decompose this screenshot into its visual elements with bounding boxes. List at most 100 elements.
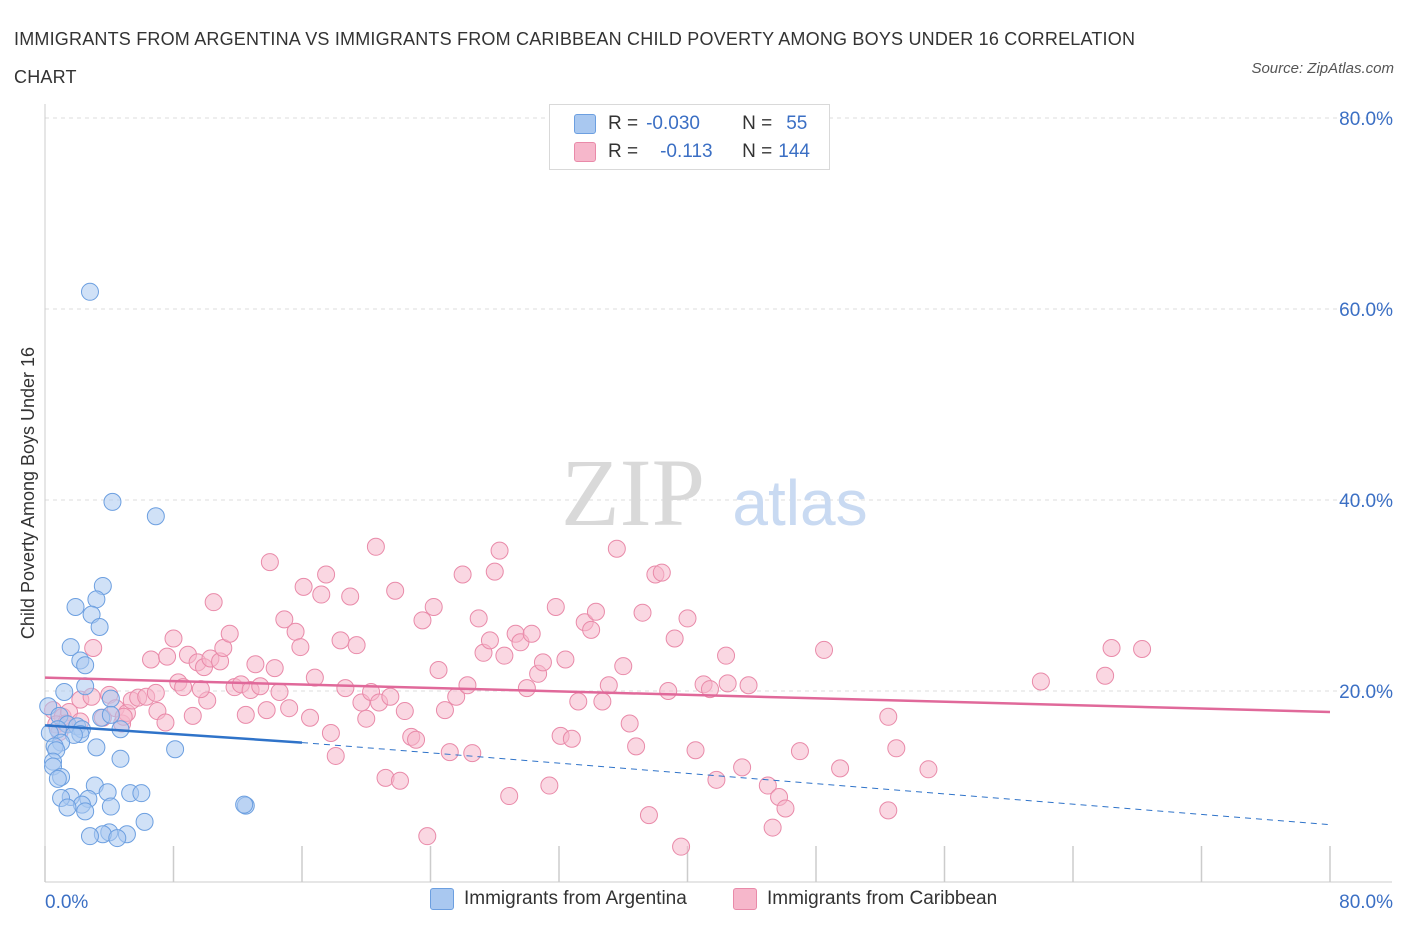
argentina-points xyxy=(39,282,255,848)
caribbean-point xyxy=(291,638,310,657)
caribbean-point xyxy=(357,709,376,728)
caribbean-point xyxy=(386,581,405,600)
caribbean-point xyxy=(1096,666,1115,685)
caribbean-point xyxy=(614,657,633,676)
caribbean-point xyxy=(639,806,658,825)
argentina-point xyxy=(80,282,99,301)
caribbean-point xyxy=(633,603,652,622)
caribbean-point xyxy=(435,701,454,720)
axis-labels: 20.0% 40.0% 60.0% 80.0% 0.0% 80.0% Child Pover… xyxy=(18,109,1393,913)
legend-row-argentina: R = -0.030 N = 55 xyxy=(574,110,807,138)
caribbean-point xyxy=(599,676,618,695)
caribbean-point xyxy=(672,837,691,856)
y-axis-label: Child Poverty Among Boys Under 16 xyxy=(18,347,38,639)
caribbean-point xyxy=(305,668,324,687)
caribbean-point xyxy=(257,701,276,720)
legend-n-value-argentina: 55 xyxy=(786,113,808,134)
argentina-trend-extension xyxy=(301,742,1331,826)
caribbean-point xyxy=(265,659,284,678)
caribbean-point xyxy=(390,771,409,790)
caribbean-legend-swatch xyxy=(733,888,757,910)
caribbean-point xyxy=(1031,672,1050,691)
caribbean-point xyxy=(418,827,437,846)
argentina-point xyxy=(76,656,95,675)
caribbean-point xyxy=(776,799,795,818)
caribbean-point xyxy=(336,679,355,698)
y-tick-label: 20.0% xyxy=(1339,682,1393,703)
argentina-point xyxy=(111,749,130,768)
caribbean-point xyxy=(887,739,906,758)
caribbean-point xyxy=(490,541,509,560)
argentina-point xyxy=(90,618,109,637)
caribbean-point xyxy=(665,629,684,648)
caribbean-point xyxy=(758,776,777,795)
caribbean-point xyxy=(366,537,385,556)
caribbean-point xyxy=(790,742,809,761)
caribbean-point xyxy=(341,587,360,606)
caribbean-point xyxy=(562,729,581,748)
caribbean-trend-line xyxy=(44,676,1331,714)
caribbean-point xyxy=(500,787,519,806)
caribbean-point xyxy=(586,602,605,621)
caribbean-point xyxy=(236,705,255,724)
caribbean-point xyxy=(321,724,340,743)
legend-r-value-caribbean: -0.113 xyxy=(660,141,713,162)
caribbean-point xyxy=(556,650,575,669)
caribbean-point xyxy=(251,677,270,696)
caribbean-point xyxy=(280,699,299,718)
caribbean-point xyxy=(246,655,265,674)
caribbean-point xyxy=(879,707,898,726)
argentina-swatch xyxy=(574,114,596,134)
caribbean-point xyxy=(717,646,736,665)
caribbean-point xyxy=(326,746,345,765)
caribbean-point xyxy=(146,683,165,702)
caribbean-point xyxy=(733,758,752,777)
argentina-point xyxy=(58,798,77,817)
caribbean-point xyxy=(739,676,758,695)
argentina-point xyxy=(76,802,95,821)
caribbean-point xyxy=(84,639,103,658)
watermark-atlas: atlas xyxy=(732,467,867,539)
caribbean-point xyxy=(301,708,320,727)
caribbean-point xyxy=(440,743,459,762)
caribbean-point xyxy=(1133,639,1152,658)
caribbean-point xyxy=(458,676,477,695)
caribbean-point xyxy=(260,553,279,572)
argentina-point xyxy=(61,638,80,657)
legend-n-value-caribbean: 144 xyxy=(778,141,810,162)
source-label: Source: ZipAtlas.com xyxy=(1251,60,1394,77)
caribbean-point xyxy=(1102,639,1121,658)
caribbean-swatch xyxy=(574,142,596,162)
argentina-point xyxy=(87,590,106,609)
y-tick-label: 80.0% xyxy=(1339,109,1393,130)
argentina-point xyxy=(48,769,67,788)
caribbean-point xyxy=(652,563,671,582)
bottom-legend-argentina: Immigrants from Argentina xyxy=(430,888,687,910)
argentina-point xyxy=(132,784,151,803)
trend-lines xyxy=(44,676,1331,826)
argentina-point xyxy=(101,705,120,724)
caribbean-point xyxy=(413,611,432,630)
caribbean-point xyxy=(347,636,366,655)
bottom-legend-caribbean: Immigrants from Caribbean xyxy=(733,888,997,910)
argentina-point xyxy=(146,507,165,526)
argentina-legend-label: Immigrants from Argentina xyxy=(464,888,687,909)
caribbean-point xyxy=(294,577,313,596)
caribbean-point xyxy=(533,653,552,672)
legend-n-label: N = xyxy=(742,141,773,162)
x-tick-label-max: 80.0% xyxy=(1339,892,1393,913)
caribbean-point xyxy=(700,680,719,699)
argentina-legend-swatch xyxy=(430,888,454,910)
caribbean-point xyxy=(627,737,646,756)
argentina-point xyxy=(135,812,154,831)
caribbean-point xyxy=(156,713,175,732)
caribbean-point xyxy=(485,562,504,581)
caribbean-point xyxy=(424,597,443,616)
legend: R = -0.030 N = 55 R = -0.113 N = 144 xyxy=(549,104,830,170)
legend-r-label: R = xyxy=(608,113,639,134)
legend-r-value-argentina: -0.030 xyxy=(646,113,700,134)
argentina-point xyxy=(80,827,99,846)
caribbean-point xyxy=(463,744,482,763)
argentina-point xyxy=(235,795,254,814)
caribbean-point xyxy=(620,714,639,733)
